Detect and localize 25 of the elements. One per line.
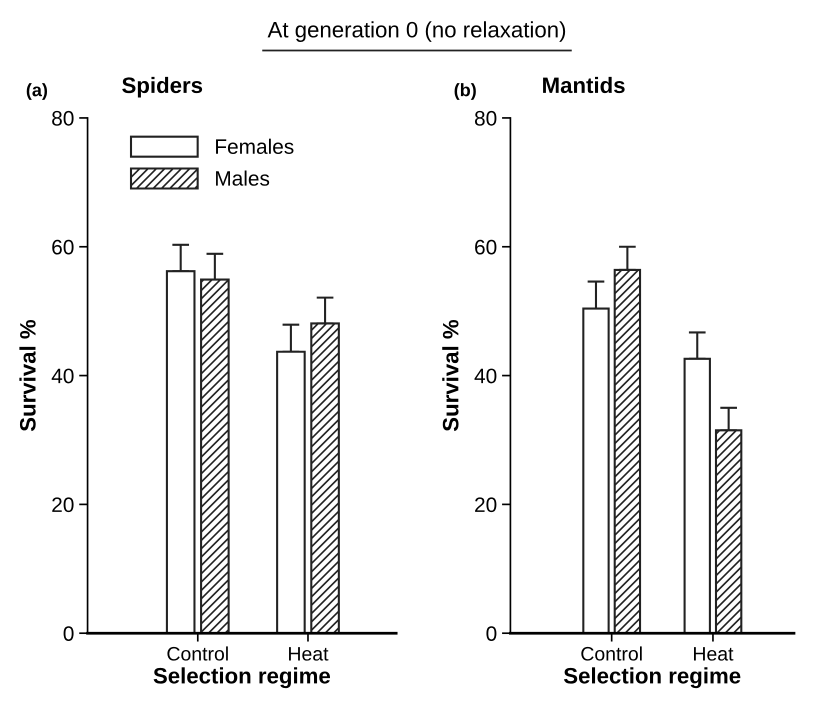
text: At generation 0 (no relaxation)	[268, 21, 566, 42]
x-tick-label: Heat	[694, 647, 734, 661]
y-tick-label: 60	[475, 240, 496, 255]
y-tick-label: 20	[475, 497, 496, 512]
y-tick-label: 0	[486, 626, 496, 641]
chart-title: Mantids	[543, 76, 625, 94]
y-tick-label: 40	[52, 368, 74, 384]
x-tick-label: Control	[167, 646, 228, 661]
y-tick-label: 60	[52, 240, 74, 255]
y-tick-label: 20	[52, 497, 74, 512]
x-tick-label: Control	[581, 646, 642, 661]
x-tick-label: Heat	[289, 647, 328, 661]
legend-label: Males	[216, 170, 270, 186]
y-tick-label: 80	[52, 110, 74, 126]
y-axis-title: Survival %	[442, 320, 459, 432]
text: (a)	[26, 83, 48, 100]
text: (b)	[454, 83, 476, 100]
y-tick-label: 0	[64, 626, 74, 641]
x-axis-title: Selection regime	[564, 667, 740, 688]
x-axis-title: Selection regime	[154, 667, 330, 688]
y-tick-label: 80	[474, 110, 496, 126]
y-axis-title: Survival %	[19, 320, 36, 432]
y-tick-label: 40	[474, 368, 496, 384]
legend-label: Females	[216, 138, 294, 154]
chart-title: Spiders	[122, 76, 202, 98]
